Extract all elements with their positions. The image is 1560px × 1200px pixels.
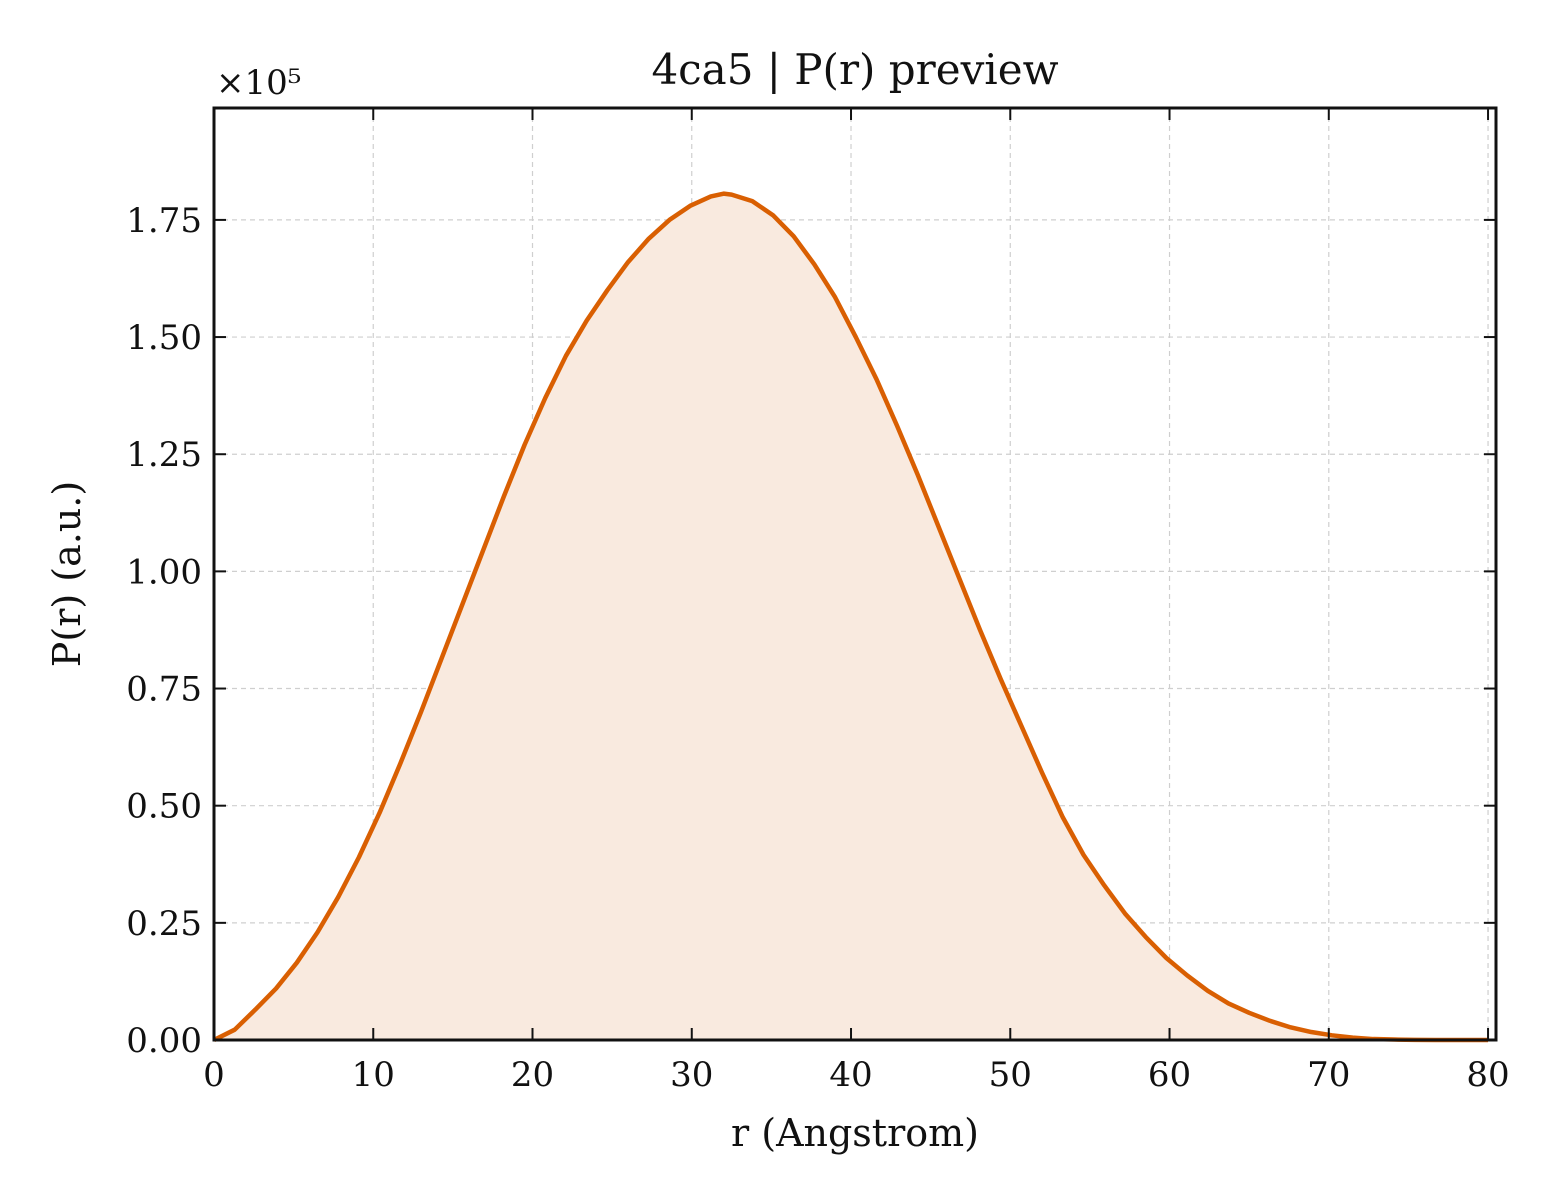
y-tick-label: 0.25	[126, 904, 202, 944]
x-axis-label: r (Angstrom)	[731, 1111, 979, 1155]
x-tick-label: 40	[829, 1055, 872, 1095]
pr-area-fill	[214, 193, 1489, 1040]
y-tick-label: 0.50	[126, 787, 202, 827]
x-tick-label: 30	[670, 1055, 713, 1095]
x-tick-label: 50	[989, 1055, 1032, 1095]
x-tick-label: 60	[1148, 1055, 1191, 1095]
plot-frame	[212, 106, 1498, 1042]
y-axis: 0.00 0.25 0.50 0.75 1.00 1.25 1.50 1.75	[126, 201, 1496, 1061]
y-tick-label: 1.00	[126, 552, 202, 592]
y-tick-label: 1.50	[126, 318, 202, 358]
y-axis-offset-label: ×10⁵	[216, 63, 301, 103]
x-tick-label: 0	[203, 1055, 225, 1095]
chart-title: 4ca5 | P(r) preview	[651, 45, 1058, 94]
pr-curve-line	[212, 191, 1489, 1043]
y-tick-label: 0.00	[126, 1021, 202, 1061]
x-tick-label: 80	[1466, 1055, 1509, 1095]
x-tick-label: 10	[352, 1055, 395, 1095]
x-axis: 0 10 20 30 40 50 60 70 80	[203, 108, 1510, 1095]
y-tick-label: 0.75	[126, 670, 202, 710]
x-tick-label: 70	[1307, 1055, 1350, 1095]
y-tick-label: 1.25	[126, 435, 202, 475]
y-tick-label: 1.75	[126, 201, 202, 241]
x-tick-label: 20	[511, 1055, 554, 1095]
y-axis-label: P(r) (a.u.)	[45, 481, 89, 667]
